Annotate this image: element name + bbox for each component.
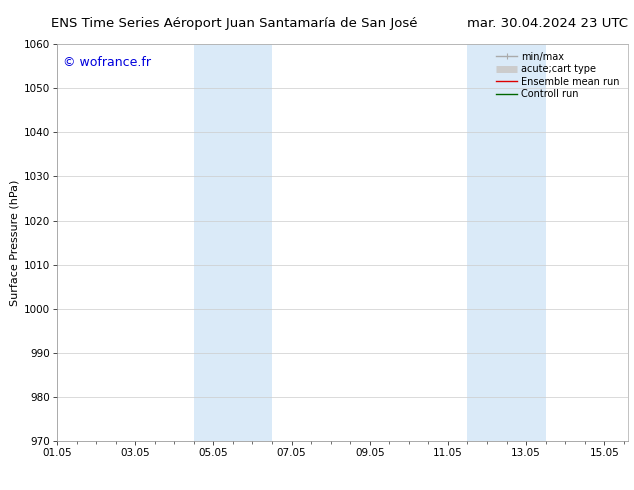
Legend: min/max, acute;cart type, Ensemble mean run, Controll run: min/max, acute;cart type, Ensemble mean … [493,49,623,102]
Text: © wofrance.fr: © wofrance.fr [63,56,151,69]
Text: ENS Time Series Aéroport Juan Santamaría de San José: ENS Time Series Aéroport Juan Santamaría… [51,17,417,30]
Bar [467,44,546,441]
Bar [194,44,272,441]
Text: mar. 30.04.2024 23 UTC: mar. 30.04.2024 23 UTC [467,17,628,30]
Y-axis label: Surface Pressure (hPa): Surface Pressure (hPa) [10,179,20,306]
